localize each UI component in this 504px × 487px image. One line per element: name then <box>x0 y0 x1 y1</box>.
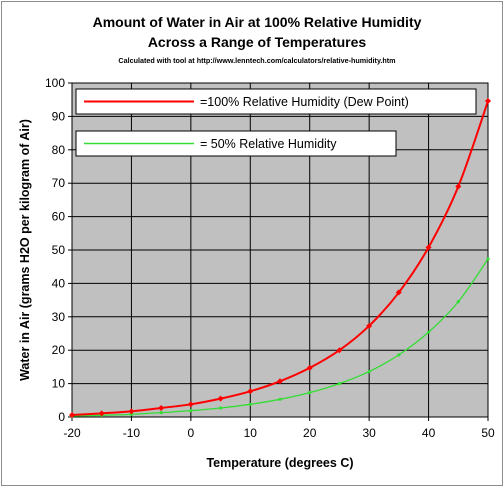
data-point-series-1 <box>98 410 105 417</box>
data-point-series-1 <box>247 388 254 395</box>
data-point-series-2 <box>129 412 134 416</box>
data-point-series-2 <box>218 406 223 410</box>
series-group <box>69 98 491 418</box>
legend: =100% Relative Humidity (Dew Point) = 50%… <box>75 88 477 157</box>
data-point-series-1 <box>425 244 432 251</box>
data-point-series-1 <box>128 408 135 415</box>
x-tick-label: 40 <box>422 426 436 440</box>
y-tick-label: 50 <box>52 243 66 257</box>
data-point-series-1 <box>187 401 194 408</box>
data-point-series-1 <box>217 395 224 402</box>
data-point-series-2 <box>367 369 371 374</box>
data-point-series-1 <box>485 98 491 105</box>
y-tick-label: 70 <box>52 176 66 190</box>
y-tick-label: 80 <box>52 143 66 157</box>
y-tick-label: 60 <box>52 210 66 224</box>
data-point-series-1 <box>366 322 373 329</box>
data-point-series-1 <box>69 411 75 418</box>
data-point-series-1 <box>336 347 343 354</box>
legend-label-1: =100% Relative Humidity (Dew Point) <box>200 95 409 109</box>
x-axis-title: Temperature (degrees C) <box>206 456 353 470</box>
y-tick-label: 10 <box>52 377 66 391</box>
data-point-series-1 <box>455 183 462 190</box>
x-tick-label: 10 <box>244 426 258 440</box>
x-tick-label: 50 <box>481 426 495 440</box>
y-tick-label: 40 <box>52 276 66 290</box>
data-point-series-1 <box>306 364 313 371</box>
data-point-series-2 <box>426 330 431 334</box>
y-axis-title: Water in Air (grams H2O per kilogram of … <box>18 119 32 381</box>
y-tick-label: 20 <box>52 343 66 357</box>
data-point-series-2 <box>337 382 342 386</box>
y-tick-label: 30 <box>52 310 66 324</box>
legend-label-2: = 50% Relative Humidity <box>200 137 337 151</box>
data-point-series-2 <box>486 257 490 261</box>
chart-subtitle: Calculated with tool at http://www.lennt… <box>118 56 395 65</box>
y-tick-label: 0 <box>58 410 65 424</box>
x-tick-label: -10 <box>123 426 141 440</box>
x-tick-label: 30 <box>362 426 376 440</box>
x-tick-label: -20 <box>63 426 81 440</box>
data-point-series-1 <box>277 378 283 385</box>
chart-title-line-2: Across a Range of Temperatures <box>148 34 367 50</box>
data-point-series-2 <box>397 353 401 357</box>
data-point-series-2 <box>308 391 312 395</box>
x-tick-label: 20 <box>303 426 317 440</box>
data-point-series-2 <box>189 409 193 413</box>
y-tick-label: 90 <box>52 109 66 123</box>
data-point-series-2 <box>159 411 163 415</box>
data-point-series-2 <box>248 402 252 406</box>
data-point-series-2 <box>456 300 460 304</box>
data-point-series-1 <box>395 289 402 296</box>
data-point-series-2 <box>278 397 282 401</box>
data-point-series-1 <box>158 404 165 411</box>
chart-titles: Amount of Water in Air at 100% Relative … <box>93 14 422 65</box>
y-tick-label: 100 <box>45 76 65 90</box>
chart-title-line-1: Amount of Water in Air at 100% Relative … <box>93 14 422 30</box>
axes: 0 10 20 30 40 50 60 70 80 90 100 -20 -10 0 10 20 30 40 50 <box>45 76 495 440</box>
x-tick-label: 0 <box>188 426 195 440</box>
